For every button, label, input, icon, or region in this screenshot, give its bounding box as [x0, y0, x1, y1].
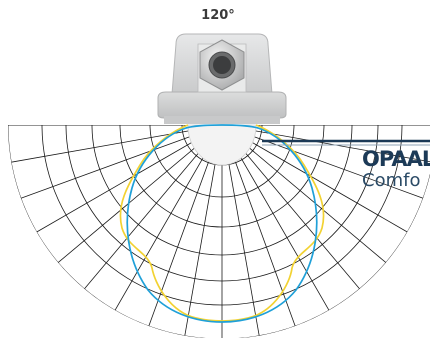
yellow-distribution-curve: [119, 124, 325, 322]
brand-name: OPAAL: [362, 147, 430, 171]
brand-subtitle: Comfo: [362, 170, 421, 191]
grid-radial-line: [221, 125, 424, 199]
grid-radial-line: [11, 125, 223, 163]
luminaire-end-cap-image: [157, 33, 287, 166]
beam-angle-label: 120°: [201, 8, 235, 23]
blue-distribution-curve: [126, 124, 318, 323]
grid-radial-line: [20, 125, 223, 199]
grid-radial-line: [221, 125, 430, 163]
